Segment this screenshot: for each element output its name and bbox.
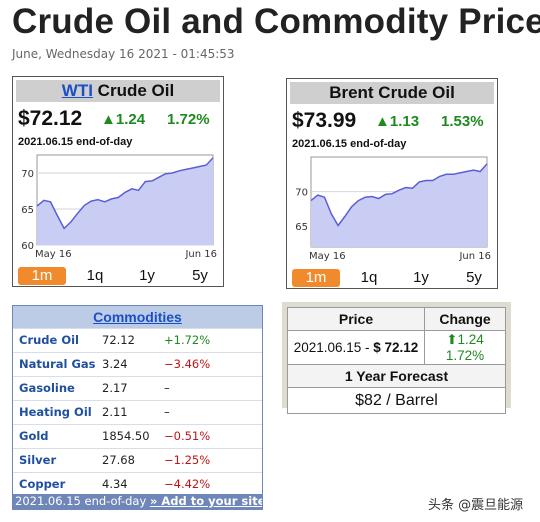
- wti-ytick-label: 65: [21, 205, 34, 216]
- brent-range-tabs: 1m 1q 1y 5y: [291, 269, 495, 287]
- commodity-change: −1.25%: [164, 453, 211, 467]
- brent-change-percent: 1.53%: [441, 113, 484, 130]
- commodity-name[interactable]: Natural Gas: [19, 357, 96, 371]
- commodity-value: 2.17: [102, 381, 128, 395]
- brent-change: ▲1.13: [375, 113, 420, 130]
- commodity-value: 72.12: [102, 333, 135, 347]
- brent-widget: Brent Crude Oil $73.99 ▲1.13 1.53% 2021.…: [286, 78, 498, 289]
- wti-series-line: [36, 157, 214, 230]
- brent-widget-header: Brent Crude Oil: [290, 82, 494, 104]
- wti-tab-5y[interactable]: 5y: [192, 267, 208, 284]
- brent-chart: 65 70 May 16 Jun 16: [295, 156, 491, 262]
- commodities-footer: 2021.06.15 end-of-day » Add to your site: [13, 494, 262, 509]
- commodity-name[interactable]: Copper: [19, 477, 66, 491]
- table-row: Silver 27.68 −1.25%: [13, 448, 262, 472]
- commodity-change: −0.51%: [164, 429, 211, 443]
- forecast-header: 1 Year Forecast: [287, 364, 506, 388]
- wti-ytick-label: 60: [21, 241, 34, 252]
- change-header: Change: [424, 307, 506, 331]
- wti-price: $72.12: [18, 107, 83, 130]
- wti-link[interactable]: WTI: [61, 81, 93, 100]
- commodity-value: 1854.50: [102, 429, 150, 443]
- wti-tab-1y[interactable]: 1y: [139, 267, 155, 284]
- commodities-table: Commodities Crude Oil 72.12 +1.72% Natural …: [12, 305, 263, 510]
- commodity-change: −3.46%: [164, 357, 211, 371]
- forecast-change-value: 1.24 1.72%: [445, 332, 485, 363]
- wti-area: [37, 157, 213, 245]
- wti-change-percent: 1.72%: [167, 111, 210, 128]
- brent-tab-1y[interactable]: 1y: [413, 269, 429, 286]
- brent-price: $73.99: [292, 109, 357, 132]
- brent-ytick-label: 65: [295, 222, 308, 233]
- commodities-header: Commodities: [13, 306, 262, 328]
- page-title: Crude Oil and Commodity Prices: [12, 2, 540, 41]
- table-row: Gold 1854.50 −0.51%: [13, 424, 262, 448]
- wti-date: 2021.06.15 end-of-day: [18, 136, 133, 148]
- watermark: 头条 @震旦能源: [428, 498, 524, 513]
- forecast-box: Price Change 2021.06.15 - $ 72.12 ⬆1.24 …: [282, 302, 511, 414]
- commodity-value: 27.68: [102, 453, 135, 467]
- wti-tab-1q[interactable]: 1q: [86, 267, 104, 284]
- commodity-name[interactable]: Crude Oil: [19, 333, 79, 347]
- table-row: Natural Gas 3.24 −3.46%: [13, 352, 262, 376]
- price-header: Price: [287, 307, 425, 331]
- brent-tab-1m[interactable]: 1m: [292, 269, 340, 287]
- commodities-link[interactable]: Commodities: [93, 309, 182, 325]
- wti-chart: 60 65 70 May 16 Jun 16: [21, 154, 217, 260]
- forecast-price-value: $ 72.12: [373, 340, 419, 355]
- table-row: Heating Oil 2.11 –: [13, 400, 262, 424]
- brent-tab-5y[interactable]: 5y: [466, 269, 482, 286]
- forecast-price-date: 2021.06.15 -: [293, 340, 374, 355]
- commodity-name[interactable]: Gasoline: [19, 381, 75, 395]
- wti-change: ▲1.24: [101, 111, 146, 128]
- page-datetime: June, Wednesday 16 2021 - 01:45:53: [12, 47, 235, 61]
- brent-series-line: [310, 163, 488, 227]
- commodities-rows: Crude Oil 72.12 +1.72% Natural Gas 3.24 −3.46…: [13, 328, 262, 496]
- brent-tab-1q[interactable]: 1q: [360, 269, 378, 286]
- add-to-site-link[interactable]: » Add to your site: [149, 494, 262, 508]
- commodity-change: –: [164, 381, 170, 395]
- table-row: Gasoline 2.17 –: [13, 376, 262, 400]
- up-arrow-icon: ⬆: [446, 332, 458, 347]
- forecast-change-cell: ⬆1.24 1.72%: [424, 330, 506, 365]
- commodities-footer-date: 2021.06.15 end-of-day: [15, 494, 147, 508]
- commodity-name[interactable]: Heating Oil: [19, 405, 92, 419]
- commodity-name[interactable]: Silver: [19, 453, 57, 467]
- forecast-price-cell: 2021.06.15 - $ 72.12: [287, 330, 425, 365]
- commodity-value: 2.11: [102, 405, 128, 419]
- commodity-value: 3.24: [102, 357, 128, 371]
- wti-xtick-label-end: Jun 16: [184, 249, 217, 260]
- brent-area: [311, 163, 487, 247]
- wti-ytick-label: 70: [21, 169, 34, 180]
- forecast-table: Price Change 2021.06.15 - $ 72.12 ⬆1.24 …: [287, 307, 506, 414]
- commodity-change: −4.42%: [164, 477, 211, 491]
- brent-date: 2021.06.15 end-of-day: [292, 138, 407, 150]
- wti-widget-header: WTI Crude Oil: [16, 80, 220, 102]
- wti-title-rest: Crude Oil: [92, 81, 175, 100]
- commodity-change: –: [164, 405, 170, 419]
- forecast-value: $82 / Barrel: [287, 387, 506, 414]
- wti-widget: WTI Crude Oil $72.12 ▲1.24 1.72% 2021.06…: [12, 76, 224, 287]
- wti-tab-1m[interactable]: 1m: [18, 267, 66, 285]
- wti-range-tabs: 1m 1q 1y 5y: [17, 267, 221, 285]
- wti-xtick-label-start: May 16: [35, 249, 72, 260]
- commodity-change: +1.72%: [164, 333, 211, 347]
- commodity-value: 4.34: [102, 477, 128, 491]
- table-row: Copper 4.34 −4.42%: [13, 472, 262, 496]
- commodity-name[interactable]: Gold: [19, 429, 49, 443]
- brent-xtick-label-start: May 16: [309, 251, 346, 262]
- brent-xtick-label-end: Jun 16: [458, 251, 491, 262]
- brent-ytick-label: 70: [295, 188, 308, 199]
- table-row: Crude Oil 72.12 +1.72%: [13, 328, 262, 352]
